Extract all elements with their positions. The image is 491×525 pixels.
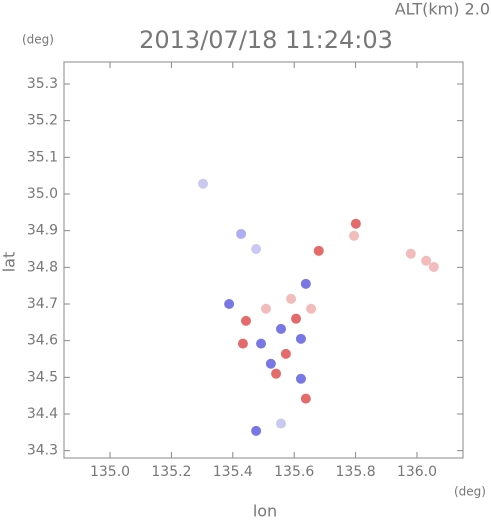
x-tick-label: 135.8 xyxy=(336,464,376,480)
echo-point xyxy=(421,255,432,266)
y-tick-label: 34.8 xyxy=(27,259,58,275)
y-tick-label: 34.7 xyxy=(27,296,58,312)
echo-point xyxy=(350,218,361,229)
echo-point xyxy=(291,313,302,324)
y-tick-label: 35.0 xyxy=(27,186,58,202)
y-tick-label: 34.3 xyxy=(27,443,58,459)
x-tick-label: 136.0 xyxy=(397,464,437,480)
echo-point xyxy=(295,333,306,344)
echo-point xyxy=(271,368,282,379)
echo-point xyxy=(300,393,311,404)
echo-point xyxy=(428,261,439,272)
echo-point xyxy=(286,293,297,304)
echo-point xyxy=(280,348,291,359)
y-unit: (deg) xyxy=(22,33,54,47)
echo-point xyxy=(256,338,267,349)
y-tick-label: 34.9 xyxy=(27,223,58,239)
x-unit: (deg) xyxy=(454,485,486,499)
echo-point xyxy=(306,303,317,314)
echo-point xyxy=(300,278,311,289)
y-tick-label: 35.3 xyxy=(27,76,58,92)
x-tick-label: 135.6 xyxy=(274,464,314,480)
x-tick-label: 135.2 xyxy=(151,464,191,480)
echo-point xyxy=(224,299,235,309)
echo-point xyxy=(260,303,271,314)
x-axis-label: lon xyxy=(253,502,277,521)
echo-point xyxy=(313,245,324,256)
echo-point xyxy=(237,338,248,349)
echo-point xyxy=(275,323,286,334)
echo-point xyxy=(251,425,262,436)
echo-point xyxy=(265,358,276,369)
y-tick-label: 34.5 xyxy=(27,369,58,385)
echo-point xyxy=(198,178,209,189)
plot-frame xyxy=(63,61,464,459)
echo-point xyxy=(236,228,247,239)
subtitle: ALT(km) 2.0 xyxy=(395,0,490,19)
y-tick-label: 34.6 xyxy=(27,333,58,349)
echo-point xyxy=(405,248,416,259)
chart-title: 2013/07/18 11:24:03 xyxy=(139,26,393,54)
y-tick-label: 35.1 xyxy=(27,149,58,165)
echo-point xyxy=(349,230,360,241)
echo-point xyxy=(275,418,286,429)
echo-point xyxy=(295,373,306,384)
x-tick-label: 135.0 xyxy=(90,464,130,480)
echo-point xyxy=(251,244,262,254)
y-tick-label: 35.2 xyxy=(27,113,58,129)
x-tick-label: 135.4 xyxy=(213,464,253,480)
y-axis-label: lat xyxy=(0,252,19,273)
echo-point xyxy=(241,315,252,326)
y-tick-label: 34.4 xyxy=(27,406,58,422)
